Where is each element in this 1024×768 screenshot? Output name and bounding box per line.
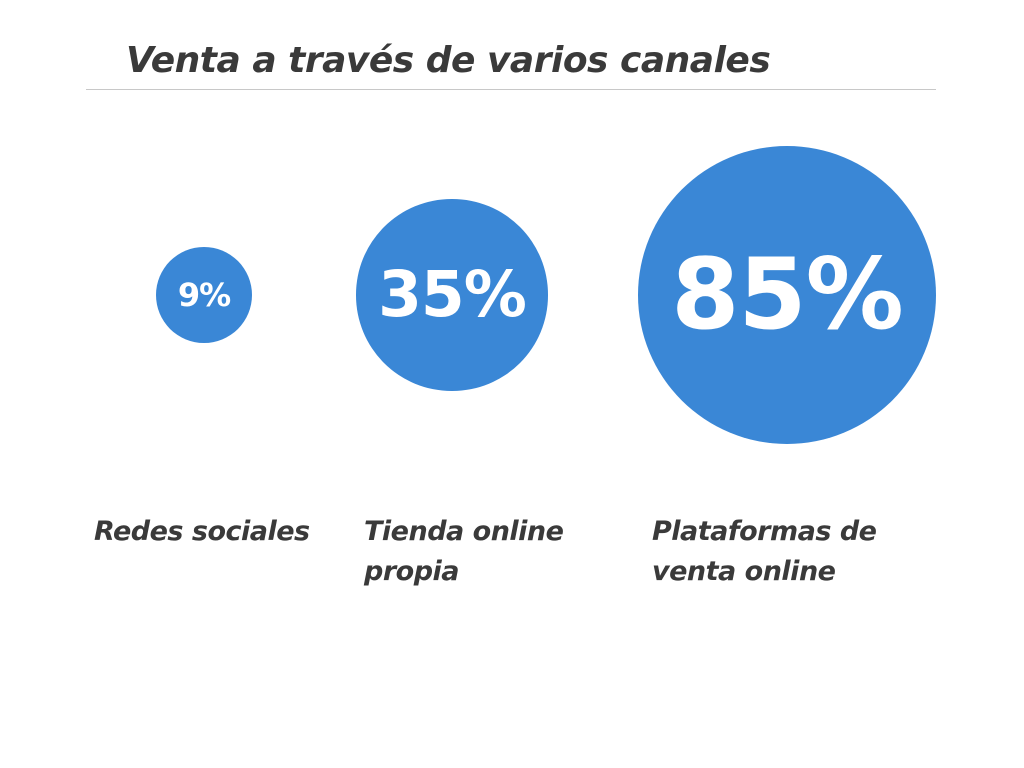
bubble-3: 85% (638, 146, 936, 444)
category-label-line: Plataformas de (652, 516, 877, 547)
bubble-value-label: 85% (671, 238, 904, 352)
category-label-line: propia (364, 556, 460, 587)
bubble-2: 35% (356, 199, 548, 391)
bubble-value-label: 9% (177, 275, 231, 314)
category-label-line: Tienda online (364, 516, 564, 547)
title-divider (86, 89, 936, 90)
category-label-3: Plataformas de venta online (652, 512, 877, 592)
category-label-2: Tienda online propia (364, 512, 564, 592)
category-label-line: Redes sociales (94, 516, 310, 547)
category-label-line: venta online (652, 556, 836, 587)
chart-title: Venta a través de varios canales (126, 40, 771, 81)
bubble-value-label: 35% (378, 258, 527, 332)
category-label-1: Redes sociales (94, 512, 310, 552)
bubble-1: 9% (155, 246, 253, 344)
